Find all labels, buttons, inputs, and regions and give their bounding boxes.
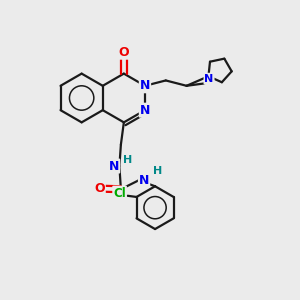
- Text: H: H: [123, 154, 132, 164]
- Text: O: O: [94, 182, 105, 195]
- Text: Cl: Cl: [113, 187, 126, 200]
- Text: O: O: [118, 46, 129, 59]
- Text: N: N: [140, 79, 150, 92]
- Text: N: N: [139, 174, 149, 187]
- Text: N: N: [109, 160, 119, 172]
- Text: N: N: [140, 104, 150, 117]
- Text: H: H: [152, 166, 162, 176]
- Text: N: N: [204, 74, 214, 84]
